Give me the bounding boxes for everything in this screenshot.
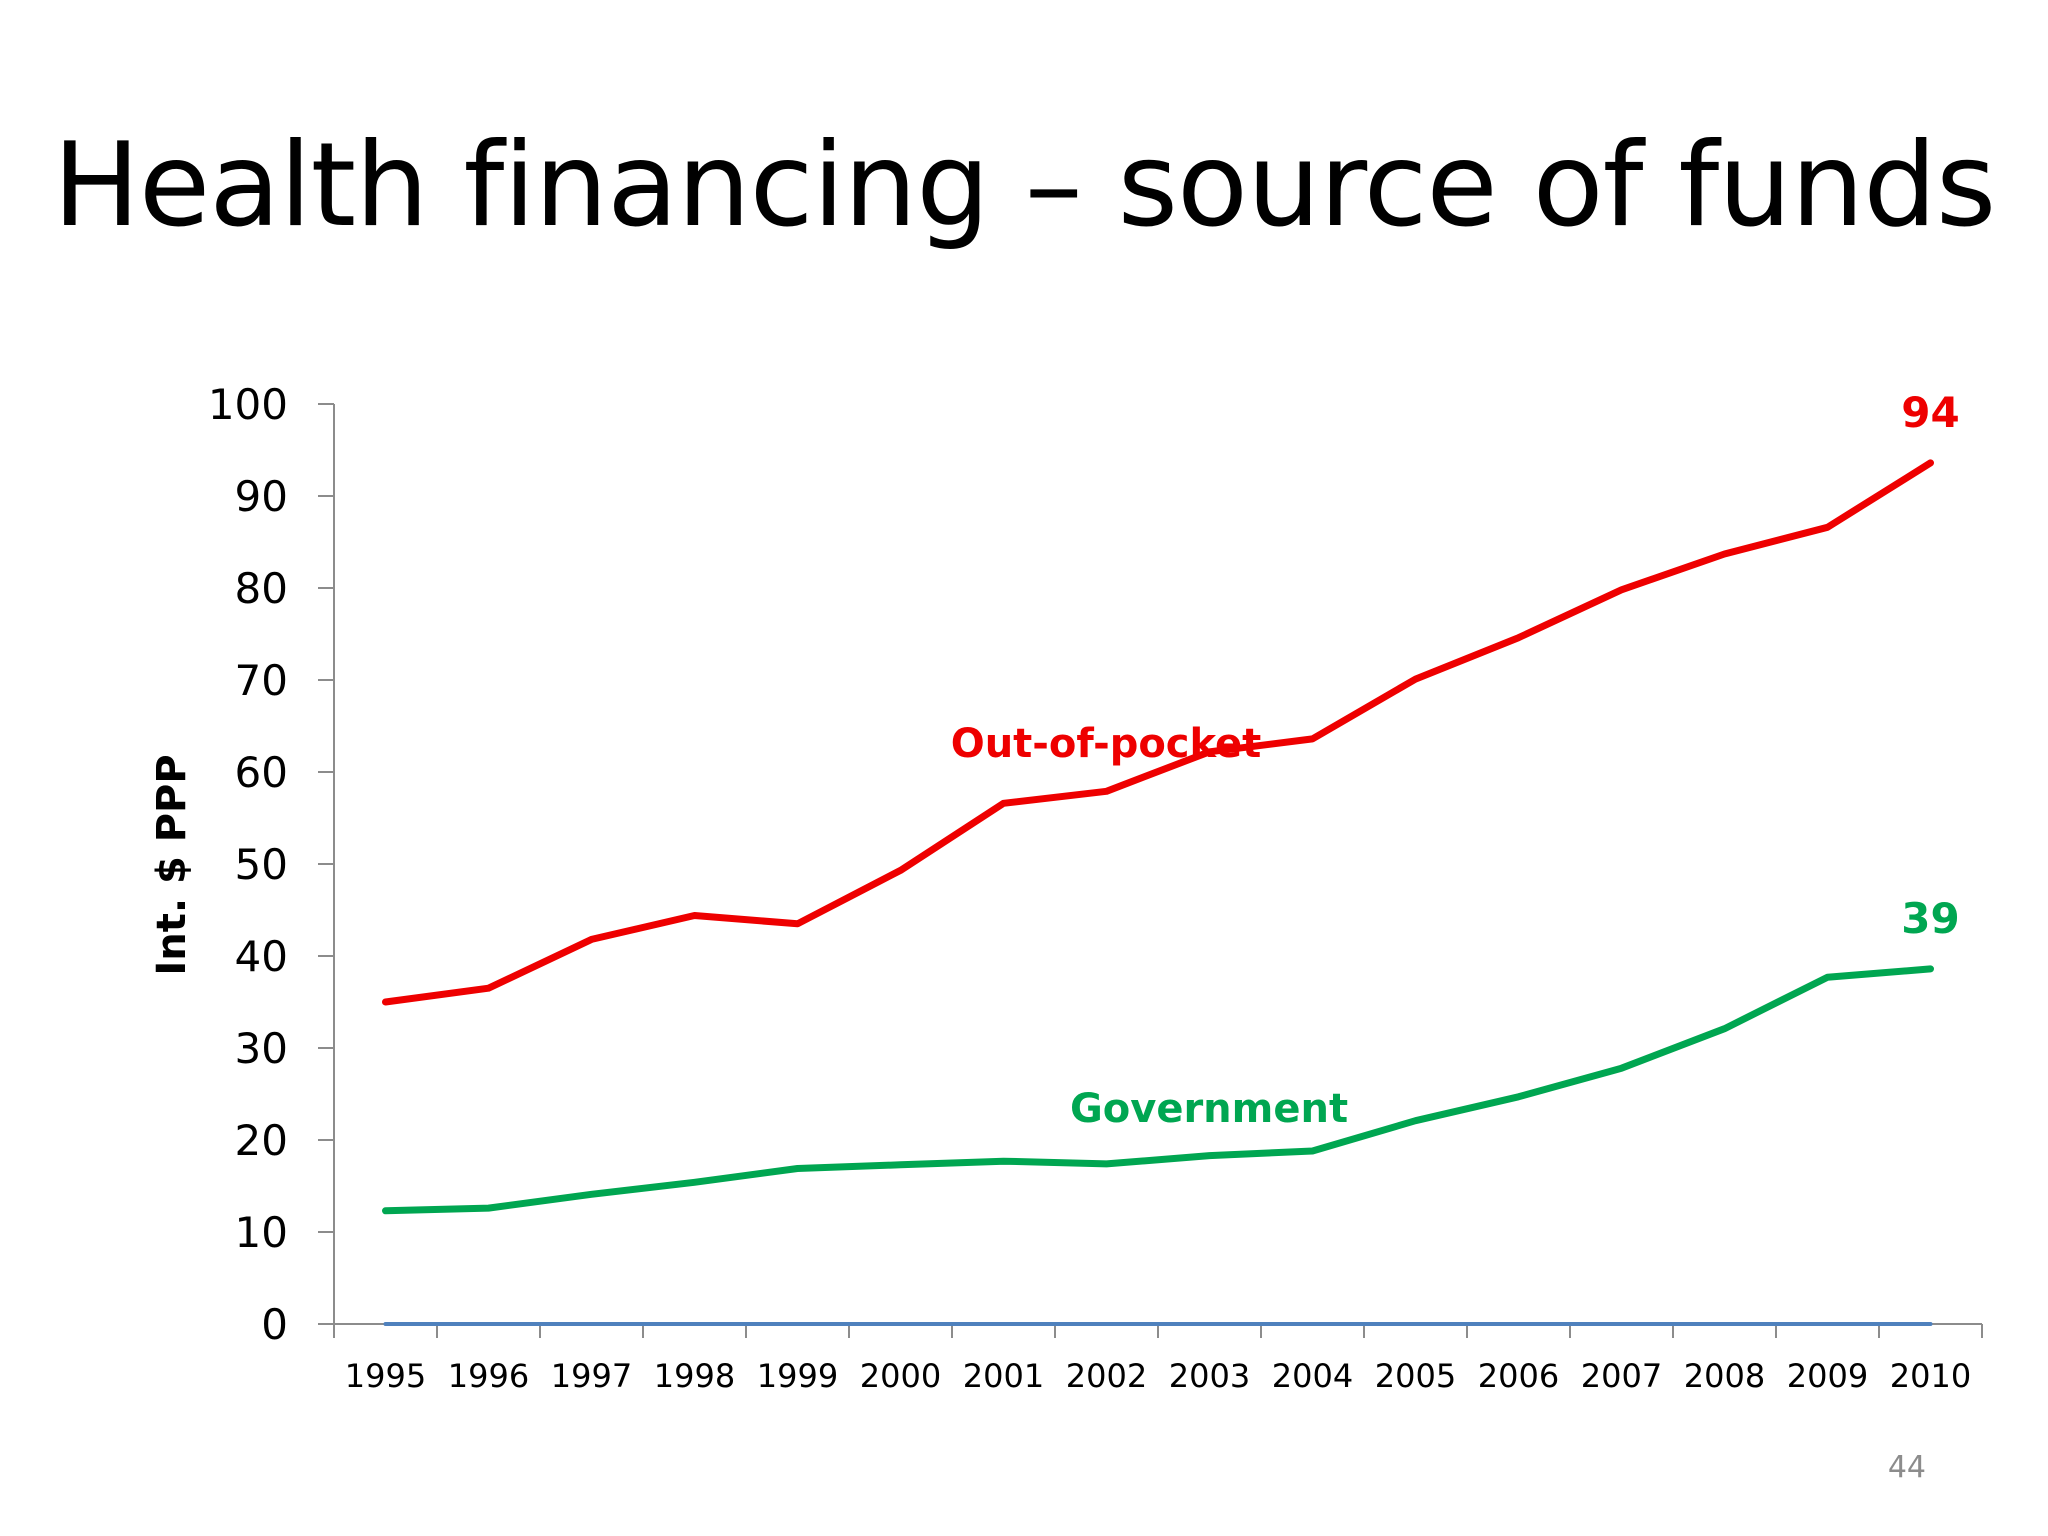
x-tick-label: 1999 bbox=[757, 1357, 838, 1395]
series-line-out-of-pocket bbox=[382, 459, 1934, 1006]
x-tick-label: 1996 bbox=[448, 1357, 529, 1395]
y-tick-label: 40 bbox=[235, 932, 288, 981]
y-tick-label: 0 bbox=[261, 1300, 288, 1349]
x-tick-label: 2007 bbox=[1581, 1357, 1662, 1395]
y-tick-label: 20 bbox=[235, 1116, 288, 1165]
y-tick-label: 10 bbox=[235, 1208, 288, 1257]
x-tick-label: 2002 bbox=[1066, 1357, 1147, 1395]
y-tick-label: 50 bbox=[235, 840, 288, 889]
x-tick-label: 2004 bbox=[1272, 1357, 1353, 1395]
y-axis-label: Int. $ PPP bbox=[149, 754, 195, 975]
series-line-government bbox=[382, 965, 1934, 1215]
y-tick-label: 70 bbox=[235, 656, 288, 705]
x-tick-label: 2000 bbox=[860, 1357, 941, 1395]
x-tick-label: 2003 bbox=[1169, 1357, 1250, 1395]
end-value-label: 39 bbox=[1901, 894, 1959, 943]
slide-number: 44 bbox=[1887, 1450, 1926, 1485]
chart-series bbox=[382, 459, 1934, 1326]
y-tick-label: 90 bbox=[235, 472, 288, 521]
x-tick-label: 2008 bbox=[1684, 1357, 1765, 1395]
end-value-label: 94 bbox=[1901, 388, 1959, 437]
x-tick-label: 2010 bbox=[1890, 1357, 1971, 1395]
x-tick-label: 1995 bbox=[345, 1357, 426, 1395]
y-tick-label: 60 bbox=[235, 748, 288, 797]
y-tick-label: 30 bbox=[235, 1024, 288, 1073]
chart-ticks: 0 10 20 30 40 50 60 70 80 90 100 1995 1996 1997 1998 19… bbox=[208, 380, 1983, 1395]
series-label-out-of-pocket: Out-of-pocket bbox=[951, 721, 1262, 767]
chart-series-labels: Out-of-pocket Government 94 39 bbox=[951, 388, 1960, 1132]
series-label-government: Government bbox=[1070, 1086, 1348, 1132]
x-tick-label: 1998 bbox=[654, 1357, 735, 1395]
x-tick-label: 2001 bbox=[963, 1357, 1044, 1395]
x-tick-label: 2009 bbox=[1787, 1357, 1868, 1395]
y-tick-label: 100 bbox=[208, 380, 288, 429]
x-tick-label: 2006 bbox=[1478, 1357, 1559, 1395]
y-tick-label: 80 bbox=[235, 564, 288, 613]
slide-title: Health financing – source of funds bbox=[52, 118, 1997, 253]
x-tick-label: 2005 bbox=[1375, 1357, 1456, 1395]
x-tick-label: 1997 bbox=[551, 1357, 632, 1395]
chart-axes bbox=[333, 404, 1982, 1325]
